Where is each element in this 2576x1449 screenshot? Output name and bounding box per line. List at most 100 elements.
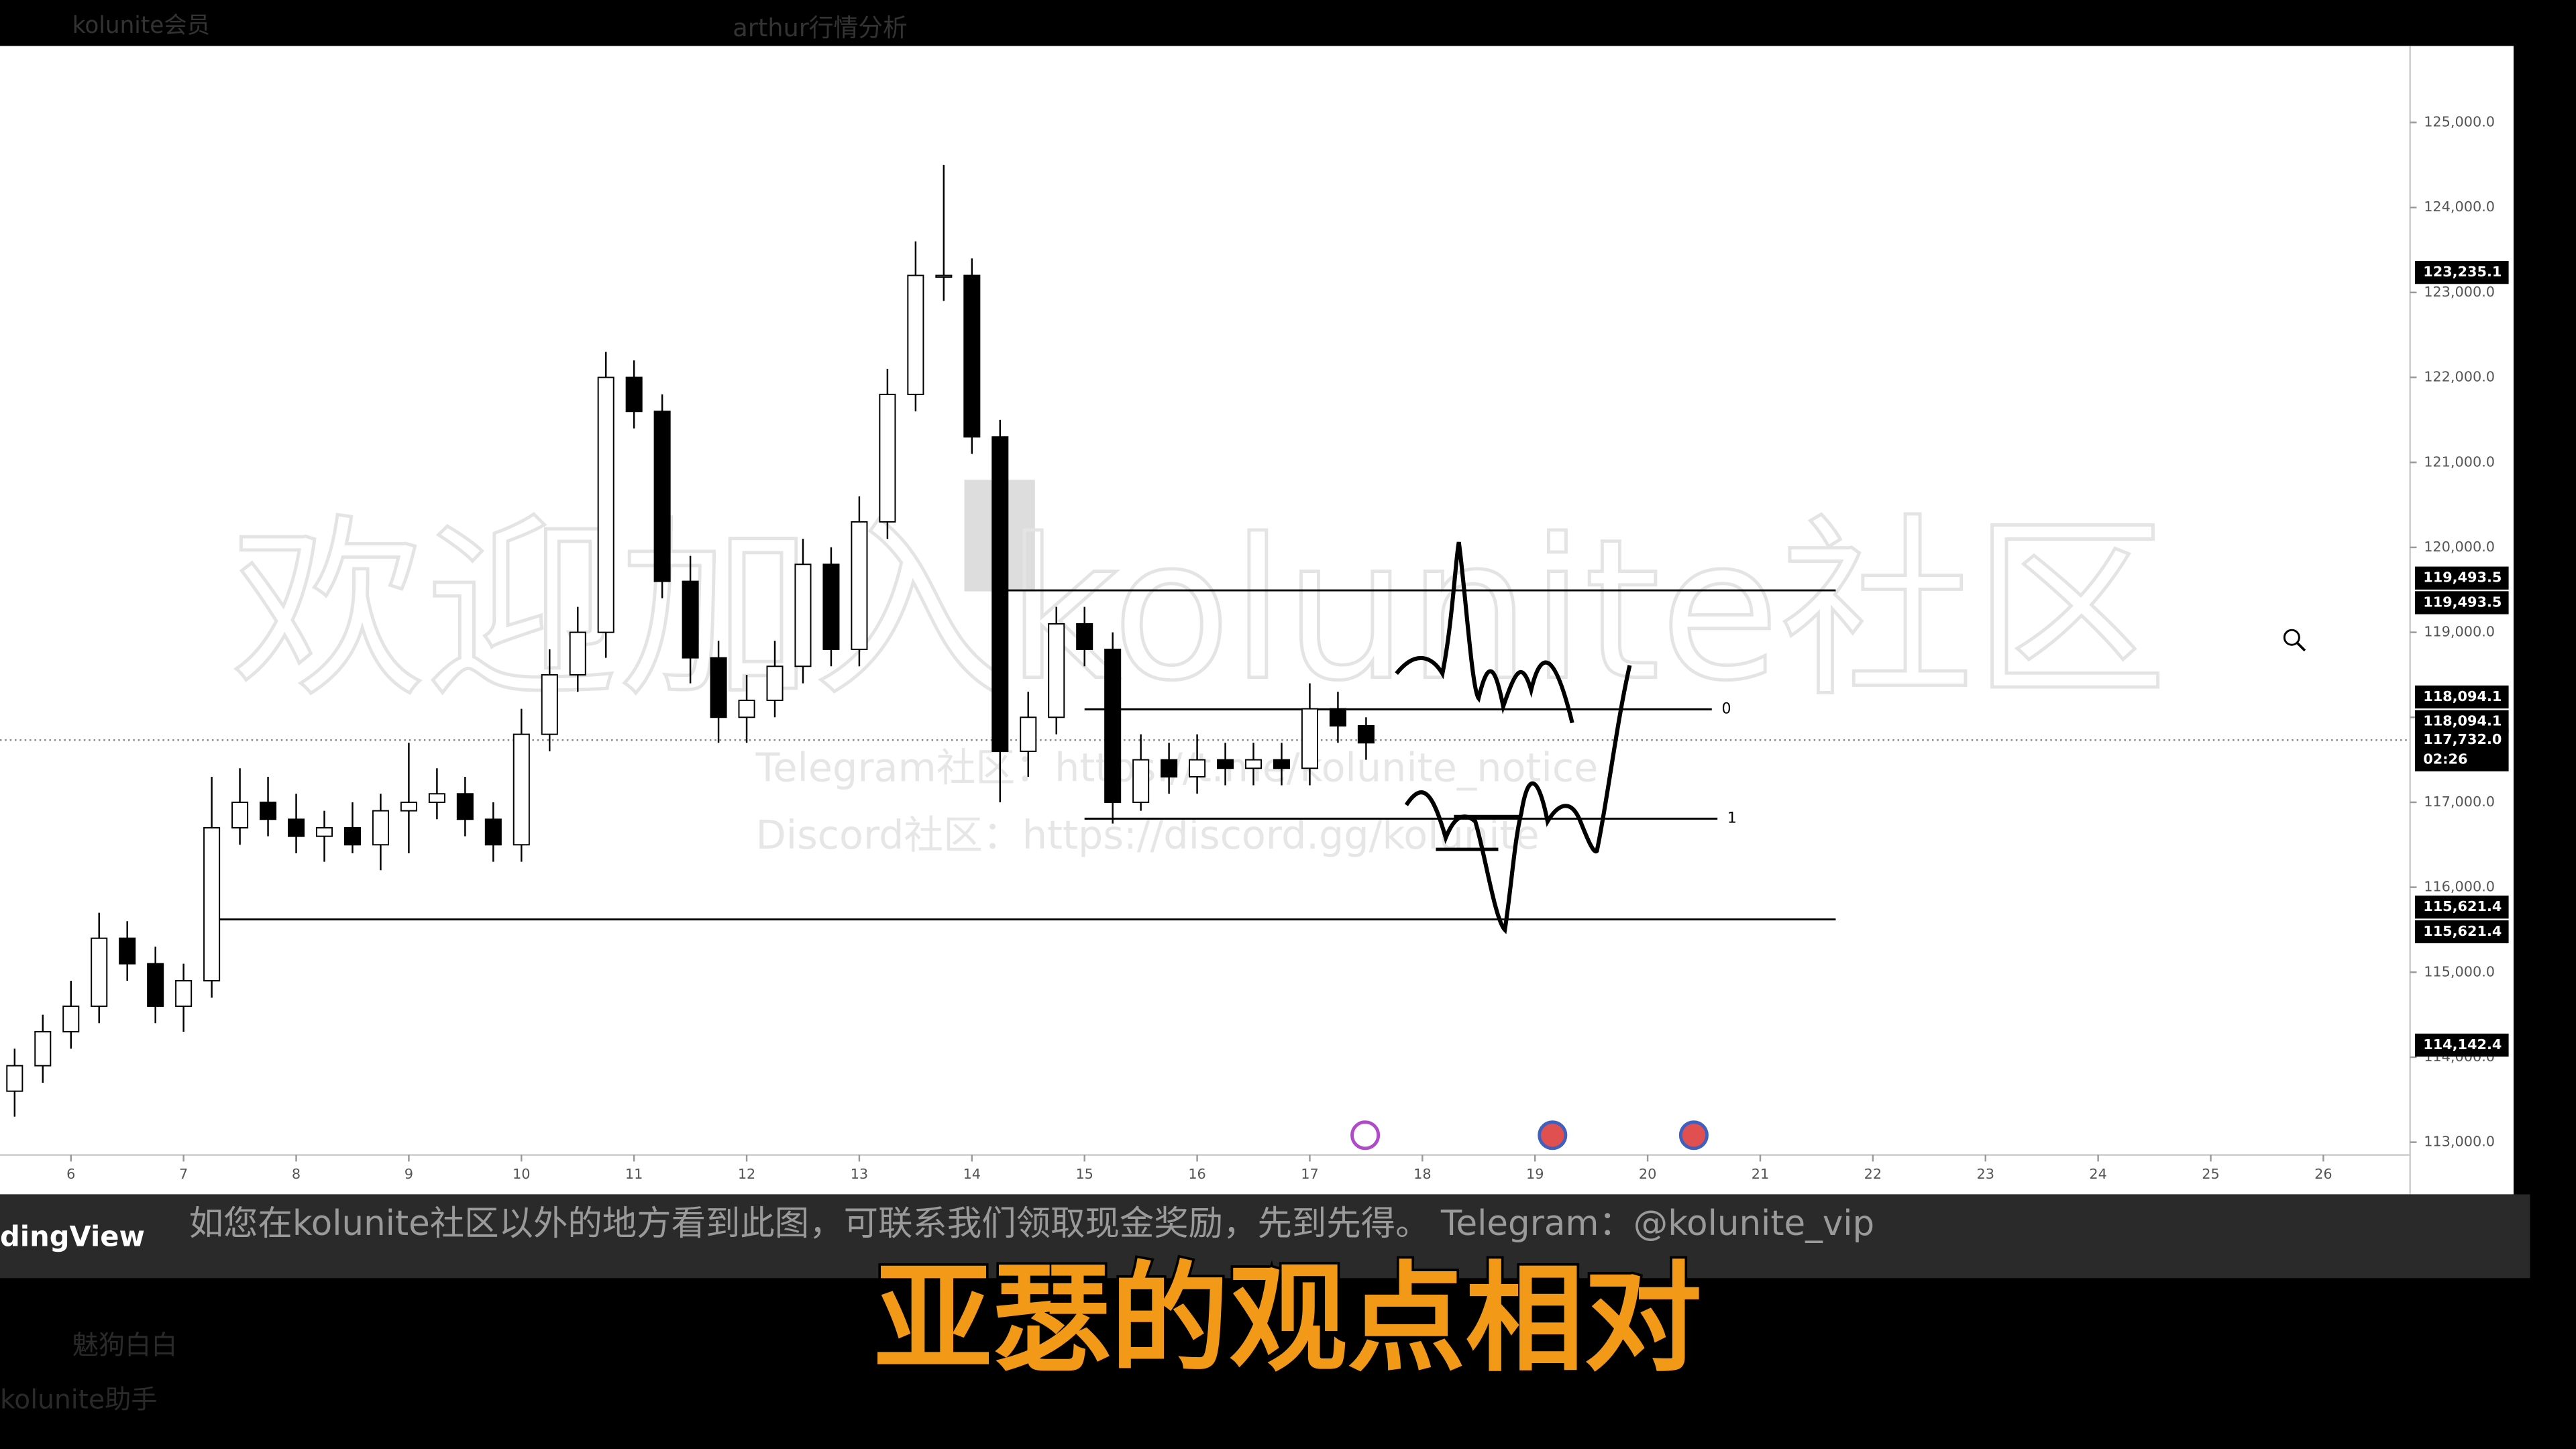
candle-body (935, 274, 953, 278)
candle-body (1048, 623, 1065, 718)
price-label: 119,493.5 (2423, 570, 2502, 586)
level-label: 0 (1721, 700, 1731, 717)
price-label-box (2415, 729, 2509, 771)
event-icon[interactable] (1350, 1120, 1381, 1150)
x-tick-label: 23 (1977, 1166, 1994, 1182)
price-label: 117,732.0 (2423, 731, 2502, 747)
candle-body (794, 564, 812, 667)
x-tick-label: 18 (1413, 1166, 1431, 1182)
price-label-box (2415, 685, 2509, 709)
candle-body (851, 521, 868, 650)
candle-body (119, 937, 136, 965)
notice: 如您在kolunite社区以外的地方看到此图，可联系我们领取现金奖励，先到先得。… (189, 1203, 1875, 1244)
candle-body (175, 979, 193, 1007)
candle-body (400, 801, 417, 812)
candle-body (372, 810, 389, 846)
candle-body (1076, 623, 1093, 650)
candle-body (597, 376, 614, 633)
x-tick-label: 21 (1752, 1166, 1769, 1182)
y-tick-label: 123,000.0 (2424, 284, 2495, 300)
y-tick-label: 117,000.0 (2424, 794, 2495, 810)
price-label: 115,621.4 (2423, 923, 2502, 939)
candle-body (1244, 759, 1263, 769)
price-label: 118,094.1 (2423, 713, 2502, 729)
candle-body (428, 793, 445, 803)
y-tick-label: 113,000.0 (2424, 1134, 2495, 1150)
sidebar-item[interactable]: kolunite助手 (0, 1385, 157, 1415)
hand-drawing (1395, 541, 1574, 724)
price-label-box (2415, 260, 2509, 284)
price-label: 114,142.4 (2423, 1036, 2502, 1053)
x-tick-label: 12 (738, 1166, 755, 1182)
candle-body (738, 699, 755, 718)
candle-body (343, 826, 361, 846)
x-tick-label: 14 (963, 1166, 981, 1182)
x-tick-label: 13 (851, 1166, 868, 1182)
price-label-box (2415, 1033, 2509, 1057)
price-label: 119,493.5 (2423, 594, 2502, 610)
candle-body (484, 818, 502, 846)
x-tick-label: 25 (2202, 1166, 2219, 1182)
y-tick-label: 122,000.0 (2424, 369, 2495, 385)
y-tick-label: 115,000.0 (2424, 963, 2495, 979)
candle-body (260, 801, 277, 820)
zoom-icon[interactable] (2283, 629, 2300, 646)
candle-body (766, 665, 784, 701)
candle-body (682, 580, 699, 659)
candle-body (991, 436, 1009, 752)
candle-body (315, 826, 333, 837)
candle-body (34, 1030, 52, 1067)
candle-body (653, 411, 671, 582)
candle-body (822, 564, 840, 650)
x-tick-label: 9 (405, 1166, 413, 1182)
candle-body (541, 674, 558, 735)
candle-body (1217, 759, 1234, 769)
candle-body (1273, 759, 1291, 769)
event-icon[interactable] (1538, 1120, 1568, 1150)
candle-body (625, 376, 643, 413)
x-tick-label: 11 (625, 1166, 643, 1182)
candle-body (569, 631, 586, 676)
chart-area (0, 46, 2514, 1195)
brand: dingView (0, 1220, 145, 1253)
event-icon[interactable] (1678, 1120, 1709, 1150)
y-tick-label: 121,000.0 (2424, 453, 2495, 470)
y-tick-label: 125,000.0 (2424, 114, 2495, 130)
zoom-icon (2296, 641, 2306, 652)
sidebar-item[interactable]: 魅狗白白 (72, 1331, 178, 1361)
x-tick-label: 16 (1188, 1166, 1205, 1182)
countdown: 02:26 (2423, 751, 2467, 767)
price-label-box (2415, 591, 2509, 614)
top-center-label: arthur行情分析 (733, 13, 908, 42)
candle-body (456, 793, 474, 820)
candle-body (879, 393, 896, 523)
price-label: 115,621.4 (2423, 898, 2502, 914)
candle-body (1357, 724, 1375, 744)
x-tick-label: 24 (2089, 1166, 2106, 1182)
candle-body (1301, 708, 1318, 769)
caption: 亚瑟的观点相对 (874, 1250, 1702, 1388)
y-tick-label: 119,000.0 (2424, 624, 2495, 640)
bottom-bar (0, 1194, 2530, 1279)
price-label-box (2415, 566, 2509, 590)
x-tick-label: 8 (292, 1166, 301, 1182)
y-tick-label: 124,000.0 (2424, 199, 2495, 215)
x-tick-label: 7 (179, 1166, 188, 1182)
y-tick-label: 120,000.0 (2424, 539, 2495, 555)
price-label: 123,235.1 (2423, 264, 2502, 280)
candle-body (907, 274, 924, 395)
price-label-box (2415, 896, 2509, 919)
candle-body (1020, 716, 1037, 752)
x-tick-label: 17 (1301, 1166, 1318, 1182)
candle-body (62, 1005, 80, 1032)
x-tick-label: 6 (66, 1166, 75, 1182)
level-label: 1 (1727, 810, 1737, 826)
x-tick-label: 22 (1864, 1166, 1882, 1182)
candle-body (710, 657, 727, 718)
candle-body (1161, 759, 1178, 777)
price-label-box (2415, 920, 2509, 944)
hand-drawing (1404, 665, 1632, 934)
candle-body (513, 733, 530, 846)
